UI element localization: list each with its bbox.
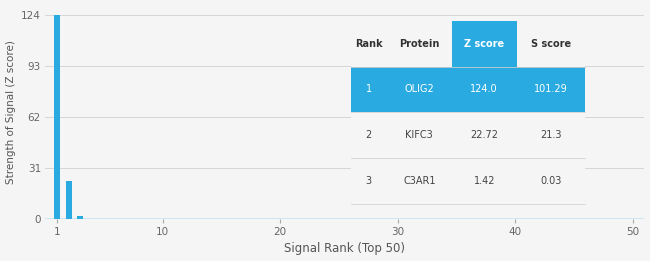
Text: Rank: Rank <box>355 39 383 49</box>
Text: 124.0: 124.0 <box>471 84 498 94</box>
Text: KIFC3: KIFC3 <box>406 130 433 140</box>
Text: Z score: Z score <box>464 39 504 49</box>
X-axis label: Signal Rank (Top 50): Signal Rank (Top 50) <box>284 242 406 256</box>
Bar <box>66 181 72 218</box>
Text: C3AR1: C3AR1 <box>403 176 436 186</box>
Text: 101.29: 101.29 <box>534 84 567 94</box>
Y-axis label: Strength of Signal (Z score): Strength of Signal (Z score) <box>6 40 16 184</box>
Text: 1: 1 <box>366 84 372 94</box>
Text: 22.72: 22.72 <box>470 130 499 140</box>
Text: Protein: Protein <box>399 39 439 49</box>
Text: 21.3: 21.3 <box>540 130 562 140</box>
Text: 2: 2 <box>366 130 372 140</box>
Bar <box>77 216 83 218</box>
Bar <box>54 15 60 218</box>
Text: OLIG2: OLIG2 <box>404 84 434 94</box>
Text: 0.03: 0.03 <box>540 176 562 186</box>
Text: 1.42: 1.42 <box>473 176 495 186</box>
Text: S score: S score <box>531 39 571 49</box>
Text: 3: 3 <box>366 176 372 186</box>
